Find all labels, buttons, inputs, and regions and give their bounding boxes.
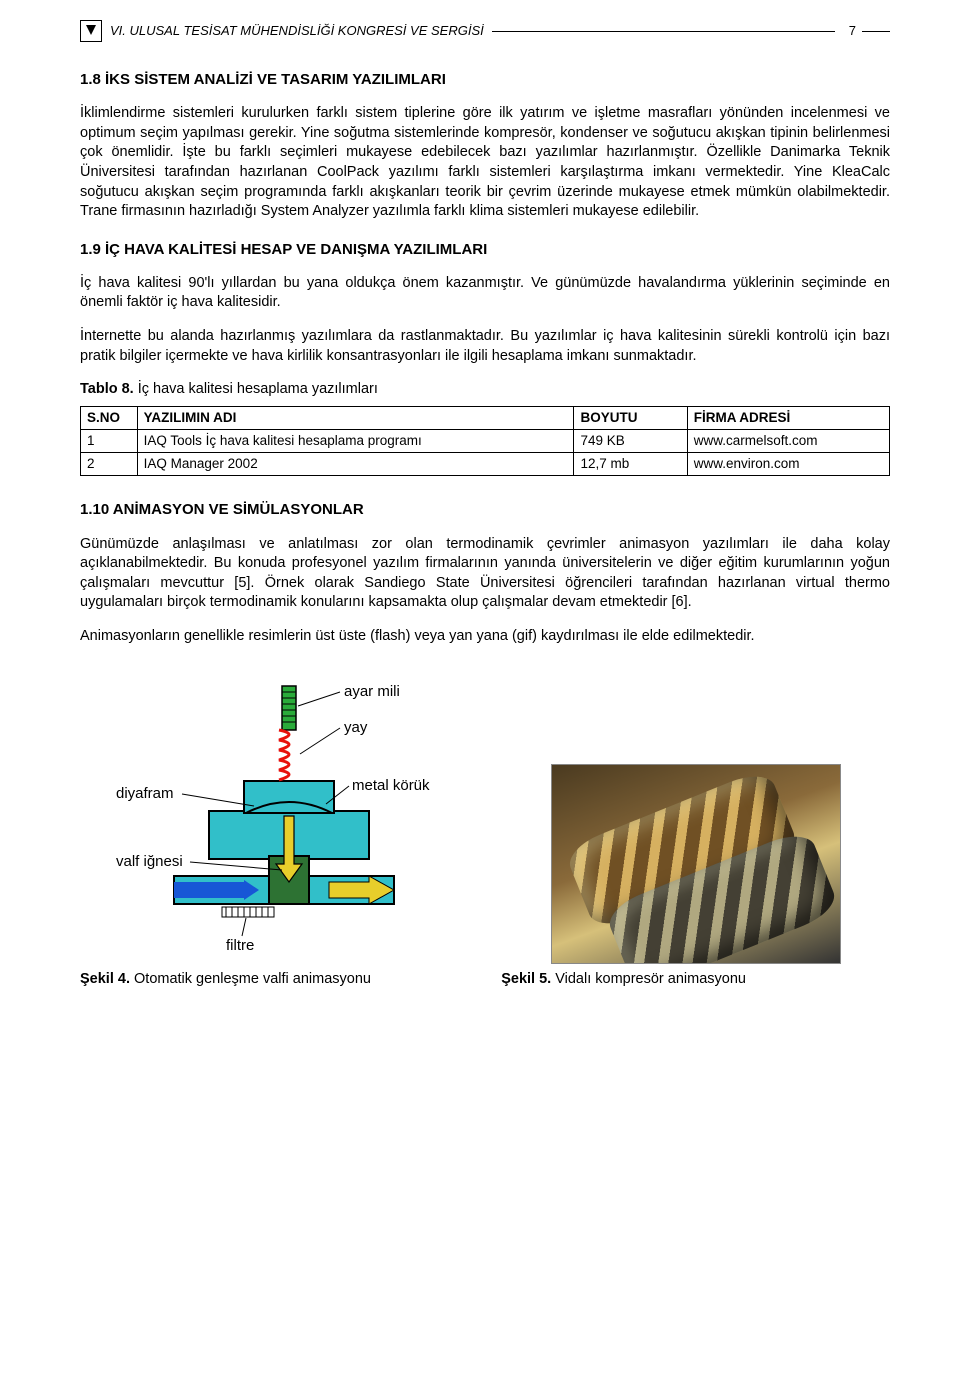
table8-caption-text: İç hava kalitesi hesaplama yazılımları [134,381,378,397]
figure4-label-filtre: filtre [226,937,254,954]
table8-cell: 1 [81,429,138,452]
figure4-caption-text: Otomatik genleşme valfi animasyonu [130,971,371,987]
section-1-10-para2: Animasyonların genellikle resimlerin üst… [80,627,890,647]
section-1-10-para1: Günümüzde anlaşılması ve anlatılması zor… [80,535,890,613]
table8-caption-bold: Tablo 8. [80,381,134,397]
figure5-caption-bold: Şekil 5. [501,971,551,987]
figure5-caption-text: Vidalı kompresör animasyonu [551,971,746,987]
table8-col-size: BOYUTU [574,406,687,429]
table8-col-addr: FİRMA ADRESİ [687,406,889,429]
figure-5-caption: Şekil 5. Vidalı kompresör animasyonu [501,970,890,990]
figure-5-image [551,764,841,964]
logo-icon [80,20,102,42]
table8: S.NO YAZILIMIN ADI BOYUTU FİRMA ADRESİ 1… [80,406,890,477]
table8-cell: IAQ Manager 2002 [137,453,574,476]
section-1-9-para2: İnternette bu alanda hazırlanmış yazılım… [80,327,890,366]
table8-cell: 749 KB [574,429,687,452]
table8-cell: IAQ Tools İç hava kalitesi hesaplama pro… [137,429,574,452]
table8-cell: www.environ.com [687,453,889,476]
header-title: VI. ULUSAL TESİSAT MÜHENDİSLİĞİ KONGRESİ… [110,22,484,40]
header-divider [492,31,835,32]
table8-col-name: YAZILIMIN ADI [137,406,574,429]
section-1-8-title: 1.8 İKS SİSTEM ANALİZİ VE TASARIM YAZILI… [80,70,890,90]
table8-cell: 2 [81,453,138,476]
page-header: VI. ULUSAL TESİSAT MÜHENDİSLİĞİ KONGRESİ… [80,20,890,42]
figure4-label-ayar-mili: ayar mili [344,683,400,700]
figure4-label-diyafram: diyafram [116,785,174,802]
figure4-label-yay: yay [344,719,368,736]
figure-4-diagram: ayar mili yay diyafram metal körük valf … [114,666,434,966]
table8-cell: 12,7 mb [574,453,687,476]
section-1-8-para: İklimlendirme sistemleri kurulurken fark… [80,104,890,221]
page-number: 7 [849,22,856,40]
figures-row: ayar mili yay diyafram metal körük valf … [80,666,890,990]
figure-4-caption: Şekil 4. Otomatik genleşme valfi animasy… [80,970,469,990]
section-1-9-title: 1.9 İÇ HAVA KALİTESİ HESAP VE DANIŞMA YA… [80,240,890,260]
figure4-label-metal-koruk: metal körük [352,777,430,794]
table-row: 1 IAQ Tools İç hava kalitesi hesaplama p… [81,429,890,452]
table-row: S.NO YAZILIMIN ADI BOYUTU FİRMA ADRESİ [81,406,890,429]
table8-cell: www.carmelsoft.com [687,429,889,452]
figure-5: Şekil 5. Vidalı kompresör animasyonu [501,764,890,990]
section-1-9-para1: İç hava kalitesi 90'lı yıllardan bu yana… [80,274,890,313]
table-row: 2 IAQ Manager 2002 12,7 mb www.environ.c… [81,453,890,476]
figure4-label-valf-ignesi: valf iğnesi [116,853,183,870]
header-divider-right [862,31,890,32]
figure-4: ayar mili yay diyafram metal körük valf … [80,666,469,990]
table8-caption: Tablo 8. İç hava kalitesi hesaplama yazı… [80,380,890,400]
table8-col-sno: S.NO [81,406,138,429]
figure4-caption-bold: Şekil 4. [80,971,130,987]
section-1-10-title: 1.10 ANİMASYON VE SİMÜLASYONLAR [80,500,890,520]
